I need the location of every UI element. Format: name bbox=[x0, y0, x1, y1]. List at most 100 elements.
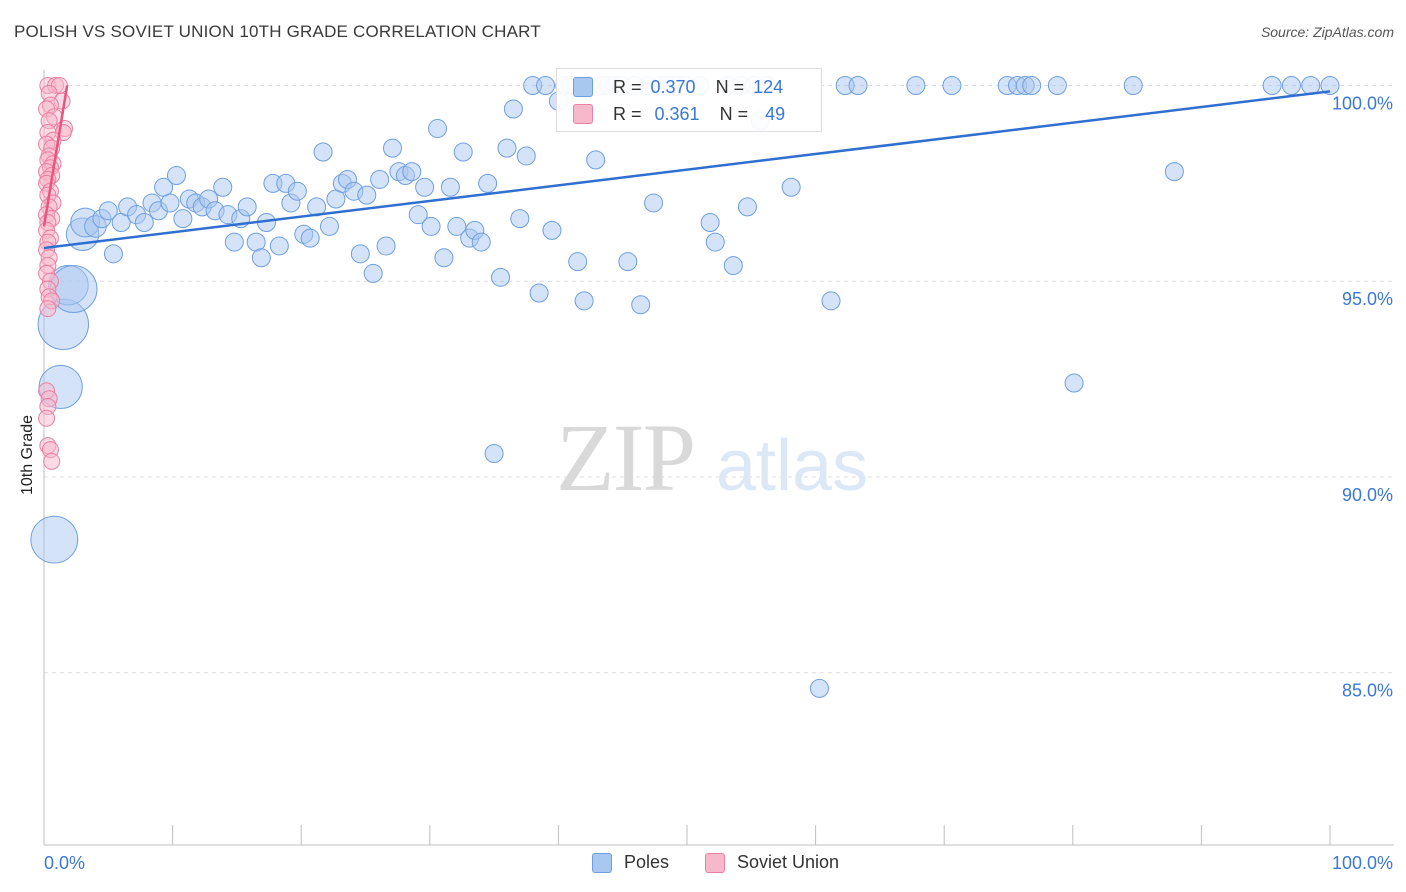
stats-row-soviet: R = 0.361 N = 49 bbox=[573, 102, 786, 126]
poles-point bbox=[503, 99, 523, 119]
poles-point bbox=[1022, 75, 1042, 95]
y-tick-label: 95.0% bbox=[1342, 289, 1393, 309]
poles-point bbox=[510, 209, 530, 229]
poles-point bbox=[1123, 75, 1143, 95]
legend-item-poles: Poles bbox=[592, 852, 669, 873]
poles-point bbox=[821, 291, 841, 311]
poles-point bbox=[484, 444, 504, 463]
poles-point bbox=[1047, 75, 1067, 95]
poles-point bbox=[251, 248, 271, 268]
grid-lines bbox=[44, 84, 1394, 674]
poles-point bbox=[440, 177, 460, 197]
legend-poles-swatch bbox=[592, 852, 612, 873]
poles-point bbox=[942, 75, 962, 95]
poles-point bbox=[781, 177, 801, 197]
legend-item-soviet: Soviet Union bbox=[705, 852, 839, 873]
poles-point bbox=[723, 256, 743, 276]
poles-point bbox=[98, 201, 118, 221]
poles-point bbox=[415, 177, 435, 197]
poles-point bbox=[173, 209, 193, 229]
x-tick-label-max: 100.0% bbox=[1332, 853, 1393, 873]
poles-point bbox=[103, 244, 123, 264]
poles-n-label: N = bbox=[715, 76, 750, 97]
poles-swatch bbox=[573, 77, 593, 97]
poles-point bbox=[383, 138, 403, 158]
soviet-n-value: 49 bbox=[765, 103, 786, 124]
poles-point bbox=[357, 185, 377, 205]
legend: Poles Soviet Union bbox=[0, 852, 1406, 876]
x-tick-label-min: 0.0% bbox=[44, 853, 85, 873]
poles-point bbox=[166, 166, 186, 186]
soviet-union-point bbox=[43, 452, 61, 470]
poles-point bbox=[478, 173, 498, 193]
poles-point bbox=[408, 205, 428, 225]
poles-point bbox=[453, 142, 473, 162]
watermark: ZIP atlas bbox=[556, 404, 868, 511]
soviet-union-point bbox=[38, 409, 56, 427]
poles-point bbox=[421, 216, 441, 236]
y-tick-label: 90.0% bbox=[1342, 485, 1393, 505]
poles-point bbox=[319, 216, 339, 236]
poles-point bbox=[848, 75, 868, 95]
soviet-n-label: N = bbox=[719, 103, 754, 124]
poles-point bbox=[30, 515, 79, 564]
poles-trend-line bbox=[43, 90, 1331, 250]
poles-point bbox=[160, 193, 180, 213]
poles-point bbox=[237, 197, 257, 217]
trend-lines bbox=[42, 85, 1331, 250]
poles-point bbox=[376, 236, 396, 256]
poles-point bbox=[516, 146, 536, 166]
poles-point bbox=[1064, 373, 1084, 393]
poles-r-value: 0.370 bbox=[650, 76, 696, 97]
poles-point bbox=[700, 213, 720, 233]
poles-point bbox=[350, 244, 370, 264]
soviet-r-value: 0.361 bbox=[654, 103, 700, 124]
poles-point bbox=[497, 138, 517, 158]
poles-point bbox=[428, 119, 448, 139]
poles-point bbox=[1262, 75, 1282, 95]
poles-point bbox=[906, 75, 926, 95]
tick-labels: 85.0% 90.0% 95.0% 100.0% 0.0% 100.0% bbox=[44, 93, 1393, 873]
poles-point bbox=[1281, 75, 1301, 95]
legend-soviet-swatch bbox=[705, 852, 725, 873]
soviet-union-trend-line bbox=[42, 85, 69, 227]
y-tick-label: 100.0% bbox=[1332, 93, 1393, 113]
poles-point bbox=[134, 213, 154, 233]
poles-point bbox=[434, 248, 454, 268]
poles-point bbox=[213, 177, 233, 197]
watermark-atlas: atlas bbox=[716, 426, 868, 506]
watermark-zip: ZIP bbox=[556, 404, 694, 511]
poles-point bbox=[471, 232, 491, 252]
stats-box: R = 0.370 N = 124 R = 0.361 N = 49 bbox=[556, 68, 822, 132]
poles-point bbox=[536, 75, 556, 95]
soviet-r-label: R = bbox=[613, 103, 647, 124]
legend-poles-label: Poles bbox=[624, 852, 670, 872]
poles-point bbox=[313, 142, 333, 162]
poles-r-label: R = bbox=[613, 76, 647, 97]
soviet-swatch bbox=[573, 104, 593, 124]
poles-point bbox=[644, 193, 664, 213]
chart-title: POLISH VS SOVIET UNION 10TH GRADE CORREL… bbox=[14, 22, 541, 41]
poles-point bbox=[224, 232, 244, 252]
poles-n-value: 124 bbox=[753, 76, 784, 97]
poles-point bbox=[1320, 75, 1340, 95]
poles-point bbox=[269, 236, 289, 256]
poles-point bbox=[809, 678, 829, 698]
poles-point bbox=[529, 283, 549, 303]
source-label: Source: ZipAtlas.com bbox=[1260, 24, 1394, 40]
legend-soviet-label: Soviet Union bbox=[737, 852, 840, 872]
poles-point bbox=[491, 267, 511, 287]
poles-point bbox=[618, 252, 638, 272]
poles-point bbox=[586, 150, 606, 170]
poles-point bbox=[574, 291, 594, 311]
poles-point bbox=[447, 216, 467, 236]
poles-point bbox=[542, 220, 562, 240]
soviet-union-point bbox=[39, 300, 57, 318]
poles-point bbox=[287, 181, 307, 201]
soviet-union-points bbox=[38, 76, 74, 470]
y-tick-label: 85.0% bbox=[1342, 681, 1393, 701]
poles-point bbox=[300, 228, 320, 248]
poles-point bbox=[402, 162, 422, 182]
poles-point bbox=[568, 252, 588, 272]
